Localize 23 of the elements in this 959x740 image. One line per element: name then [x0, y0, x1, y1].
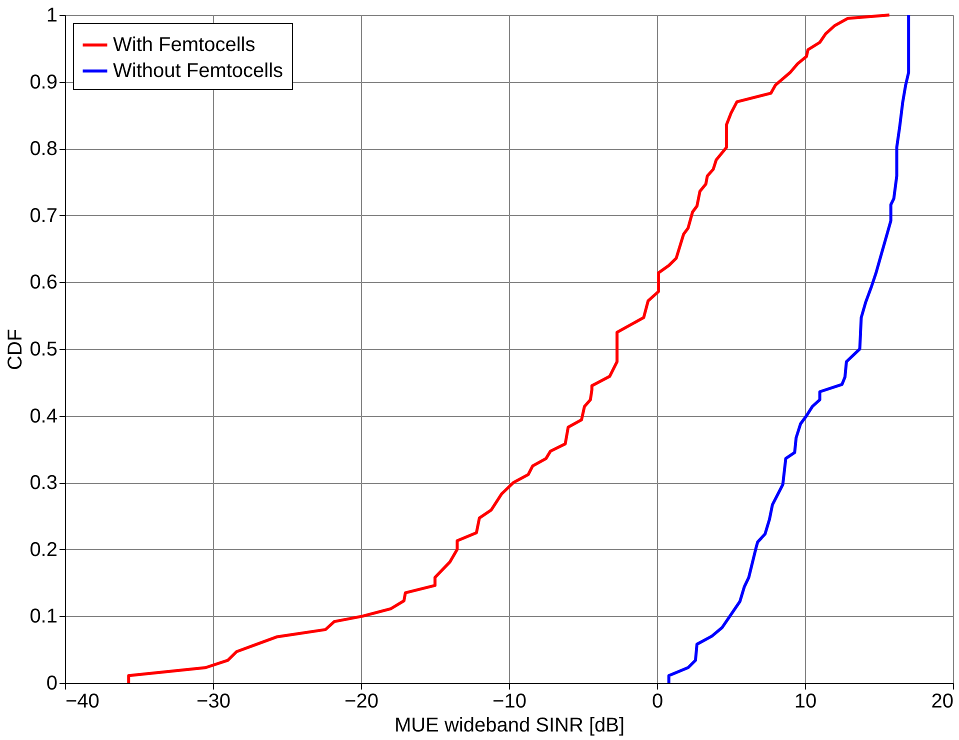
y-tick-label: 0.1: [30, 606, 58, 628]
y-tick-label: 0.6: [30, 272, 58, 294]
legend-label: With Femtocells: [113, 34, 256, 56]
y-axis-title: CDF: [4, 328, 27, 370]
x-tick-label: −40: [66, 690, 100, 712]
y-tick-label: 0.8: [30, 138, 58, 160]
legend-label: Without Femtocells: [113, 60, 284, 82]
x-tick-label: −10: [492, 690, 526, 712]
x-axis-title: MUE wideband SINR [dB]: [394, 714, 625, 736]
x-tick-label: 0: [652, 690, 664, 712]
y-tick-label: 0: [46, 672, 58, 694]
y-tick-label: 1: [46, 4, 58, 26]
y-tick-label: 0.5: [30, 338, 58, 360]
y-tick-label: 0.7: [30, 204, 58, 227]
x-tick-label: 20: [931, 690, 954, 712]
y-tick-label: 0.2: [30, 538, 58, 561]
y-tick-label: 0.4: [30, 405, 58, 428]
x-tick-label: −20: [344, 690, 378, 712]
x-tick-label: −30: [196, 690, 230, 712]
y-tick-label: 0.3: [30, 472, 58, 494]
line-series: [667, 14, 910, 684]
x-tick-label: 10: [794, 690, 817, 712]
y-tick-label: 0.9: [30, 71, 58, 94]
